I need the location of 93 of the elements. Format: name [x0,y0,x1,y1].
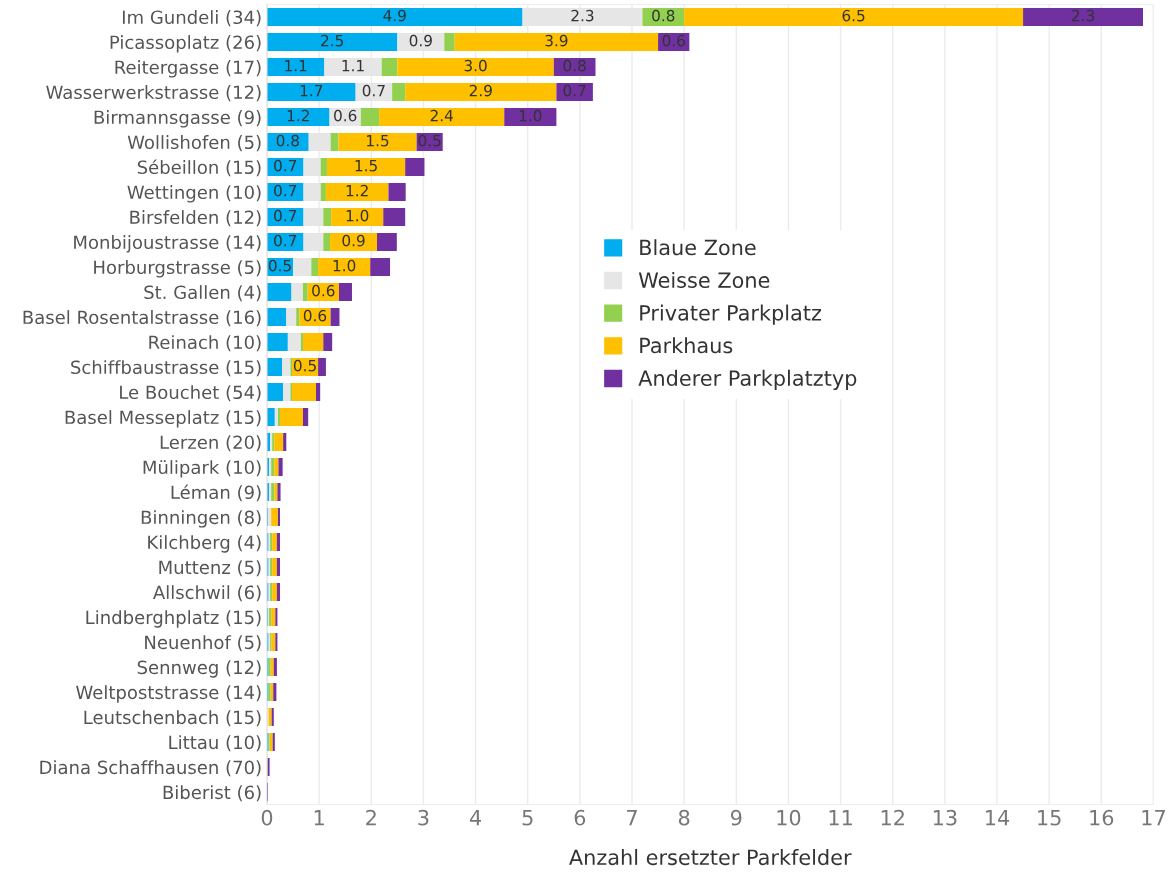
x-tick-label: 0 [261,809,273,826]
y-tick-label: Horburgstrasse (5) [94,260,261,278]
data-label: 2.3 [1072,9,1094,22]
x-tick-label: 16 [1090,809,1114,826]
x-tick-label: 3 [418,809,429,826]
legend-label: Parkhaus [640,337,733,354]
data-label: 2.4 [430,109,453,122]
data-label: 0.5 [268,259,291,272]
y-tick-label: Diana Schaffhausen (70) [40,760,261,777]
data-label: 0.7 [274,184,297,197]
data-label: 3.0 [464,59,487,72]
data-label: 1.2 [346,184,368,197]
data-label: 0.5 [418,134,441,147]
data-label: 3.9 [545,34,568,47]
x-tick-label: 1 [314,810,324,826]
data-label: 0.8 [563,59,586,72]
legend-label: Privater Parkplatz [640,304,822,325]
y-tick-label: Sennweg (12) [137,660,261,678]
data-label: 1.0 [519,109,542,122]
y-tick-label: Lindberghplatz (15) [86,610,261,628]
data-label: 1.5 [367,135,389,147]
y-tick-label: Birsfelden (12) [130,210,261,227]
data-label: 1.0 [333,259,356,272]
y-tick-label: Reinach (10) [149,335,261,352]
y-tick-label: Wollishofen (5) [127,135,261,152]
y-tick-label: Basel Messeplatz (15) [65,410,261,428]
x-axis-title: Anzahl ersetzter Parkfelder [569,849,852,866]
y-tick-label: Le Bouchet (54) [120,385,261,402]
x-tick-label: 13 [933,809,957,826]
y-tick-label: Reitergasse (17) [115,60,261,78]
data-label: 0.7 [274,159,297,172]
data-label: 1.2 [287,109,309,122]
x-tick-label: 8 [678,809,690,826]
data-label: 0.6 [312,284,335,297]
legend-label: Weisse Zone [638,271,770,289]
x-tick-label: 11 [829,810,852,826]
x-tick-label: 17 [1142,810,1165,826]
x-tick-label: 7 [627,810,637,826]
y-tick-label: Birmannsgasse (9) [94,110,261,128]
data-label: 1.5 [355,160,377,172]
y-tick-label: Kilchberg (4) [148,535,261,553]
y-tick-label: Mülipark (10) [143,460,261,478]
y-tick-label: Lerzen (20) [160,435,261,452]
y-tick-label: Weltpoststrasse (14) [76,685,261,703]
x-tick-label: 5 [522,810,533,826]
x-tick-label: 15 [1038,810,1061,826]
data-label: 0.9 [342,234,365,247]
legend-label: Blaue Zone [640,239,756,256]
data-label: 1.1 [342,60,364,72]
data-label: 0.6 [303,309,327,322]
y-tick-label: Monbijoustrasse (14) [74,235,261,253]
y-tick-label: Biberist (6) [163,785,261,802]
data-label: 0.7 [563,84,586,97]
x-tick-label: 9 [730,809,742,826]
data-label: 0.7 [274,209,297,222]
y-tick-label: Wettingen (10) [127,185,261,203]
y-tick-label: Picassoplatz (26) [110,35,261,53]
data-label: 0.5 [293,359,316,372]
y-tick-label: Allschwil (6) [153,585,261,602]
y-tick-label: Wasserwerkstrasse (12) [46,85,261,102]
x-tick-label: 2 [366,809,376,826]
y-tick-label: Neuenhof (5) [145,635,261,652]
data-label: 2.3 [571,9,594,22]
data-label: 0.7 [362,84,385,97]
y-tick-label: Léman (9) [171,484,261,502]
data-label: 0.9 [409,34,432,47]
y-tick-label: Leutschenbach (15) [84,710,261,727]
data-label: 0.6 [662,34,685,47]
data-label: 4.9 [383,9,406,22]
x-tick-label: 12 [881,809,904,826]
data-label: 1.1 [285,60,307,72]
y-tick-label: Binningen (8) [141,510,261,528]
y-tick-label: Basel Rosentalstrasse (16) [23,310,261,327]
y-tick-label: St. Gallen (4) [144,285,261,302]
x-tick-label: 6 [574,809,586,826]
y-tick-label: Littau (10) [169,735,261,752]
data-label: 0.7 [274,234,297,247]
data-label: 0.6 [334,109,357,122]
data-label: 6.5 [842,9,865,22]
data-label: 1.0 [346,209,369,222]
x-tick-label: 4 [469,810,482,826]
data-label: 1.7 [300,85,323,97]
y-tick-label: Muttenz (5) [159,560,261,577]
x-tick-label: 14 [986,810,1010,826]
x-tick-label: 10 [777,809,801,826]
data-label: 2.9 [469,84,492,97]
legend-label: Anderer Parkplatztyp [638,369,857,391]
data-label: 0.8 [276,134,299,147]
y-tick-label: Schiffbaustrasse (15) [71,360,261,377]
y-tick-label: Im Gundeli (34) [122,10,261,27]
data-label: 0.8 [652,9,675,22]
data-label: 2.5 [321,34,343,47]
y-tick-label: Sébeillon (15) [137,159,261,177]
